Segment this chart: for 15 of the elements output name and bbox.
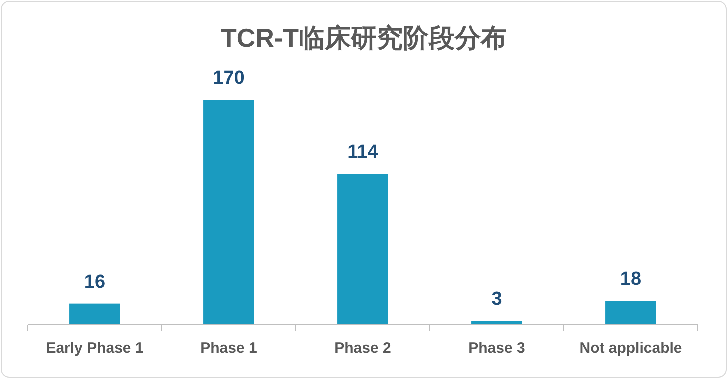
bar	[204, 100, 254, 325]
bar	[338, 174, 388, 325]
data-label: 16	[84, 272, 106, 293]
x-tick-label: Phase 2	[334, 340, 392, 357]
x-tick-label: Not applicable	[580, 340, 682, 357]
bar	[70, 304, 120, 325]
data-label: 170	[213, 68, 245, 89]
x-tick-label: Phase 1	[200, 340, 258, 357]
x-tick-label: Phase 3	[468, 340, 526, 357]
data-label: 18	[620, 269, 642, 290]
chart-title: TCR-T临床研究阶段分布	[221, 23, 507, 53]
data-label: 3	[492, 289, 502, 310]
bar	[606, 301, 656, 325]
x-tick-label: Early Phase 1	[46, 340, 144, 357]
data-label: 114	[348, 142, 379, 164]
